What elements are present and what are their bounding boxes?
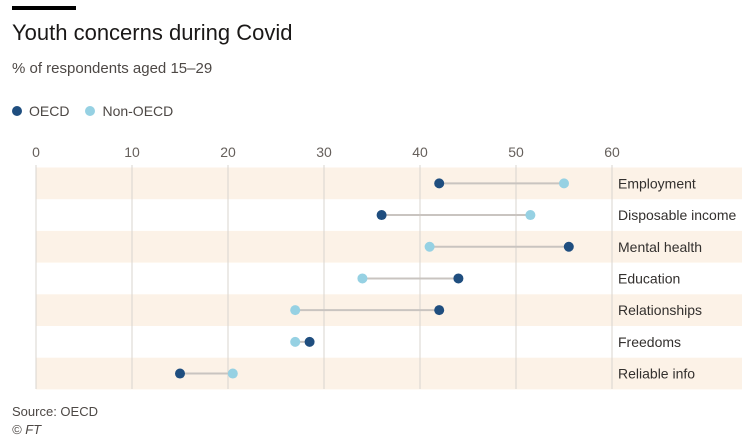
x-tick-label-40: 40 [412,144,428,160]
row-band-mental-health [36,230,742,263]
category-label-mental-health: Mental health [618,239,702,255]
point-oecd-relationships [434,305,445,316]
category-label-relationships: Relationships [618,302,702,318]
legend-item-non-oecd: Non-OECD [85,103,173,119]
credit-note: © FT [12,422,42,437]
category-label-reliable-info: Reliable info [618,366,695,382]
point-oecd-freedoms [304,336,315,347]
chart-subtitle: % of respondents aged 15–29 [12,60,213,77]
point-non-oecd-relationships [290,305,301,316]
category-label-freedoms: Freedoms [618,334,681,350]
point-oecd-reliable-info [175,368,185,379]
row-band-employment [36,167,742,200]
x-tick-label-60: 60 [604,144,620,160]
category-label-disposable-income: Disposable income [618,207,736,223]
x-tick-label-0: 0 [32,144,40,160]
point-non-oecd-mental-health [424,241,435,252]
legend-item-oecd: OECD [12,103,69,119]
chart-title: Youth concerns during Covid [12,20,293,45]
x-tick-label-20: 20 [220,144,236,160]
point-non-oecd-disposable-income [525,210,536,221]
legend-swatch-non-oecd [85,106,96,116]
x-tick-label-10: 10 [124,144,140,160]
legend-label-non-oecd: Non-OECD [102,103,174,119]
x-tick-label-30: 30 [316,144,332,160]
row-band-reliable-info [36,357,742,390]
legend-swatch-oecd [12,106,22,116]
point-non-oecd-education [357,273,368,284]
x-tick-label-50: 50 [508,144,524,160]
legend: OECD Non-OECD [12,103,189,119]
point-oecd-education [453,273,464,284]
legend-label-oecd: OECD [29,103,70,119]
point-oecd-employment [434,178,445,189]
point-non-oecd-reliable-info [227,368,238,379]
point-oecd-disposable-income [376,210,387,221]
category-label-education: Education [618,270,680,286]
category-label-employment: Employment [618,175,696,191]
point-non-oecd-freedoms [290,336,301,347]
point-oecd-mental-health [563,241,574,252]
source-note: Source: OECD [12,404,98,419]
top-accent-bar [12,6,76,10]
point-non-oecd-employment [559,178,569,189]
